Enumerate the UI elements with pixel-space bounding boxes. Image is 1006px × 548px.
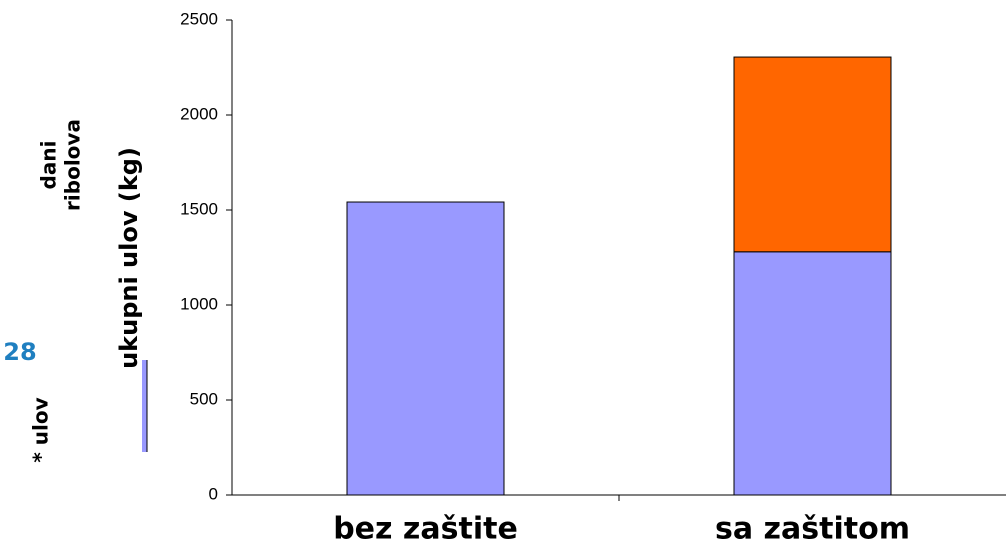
bar-segment	[346, 201, 505, 496]
y-tick-label: 1500	[180, 199, 218, 218]
bar-segment	[733, 251, 892, 496]
y-tick-label: 500	[190, 389, 218, 408]
y-tick-label: 2500	[180, 9, 218, 28]
y-tick-label: 2000	[180, 104, 218, 123]
y-tick-label: 1000	[180, 294, 218, 313]
annotation: ribolova	[61, 119, 85, 211]
y-tick-label: 0	[209, 484, 218, 503]
y-axis-label: ukupni ulov (kg)	[115, 147, 143, 369]
annotation: dani	[37, 141, 61, 190]
partial-bar	[142, 360, 147, 452]
annotation: 28	[3, 338, 36, 366]
x-tick-label: bez zaštite	[333, 512, 518, 547]
x-tick-label: sa zaštitom	[715, 512, 910, 547]
annotation: * ulov	[29, 397, 53, 462]
bar-segment	[733, 56, 892, 253]
